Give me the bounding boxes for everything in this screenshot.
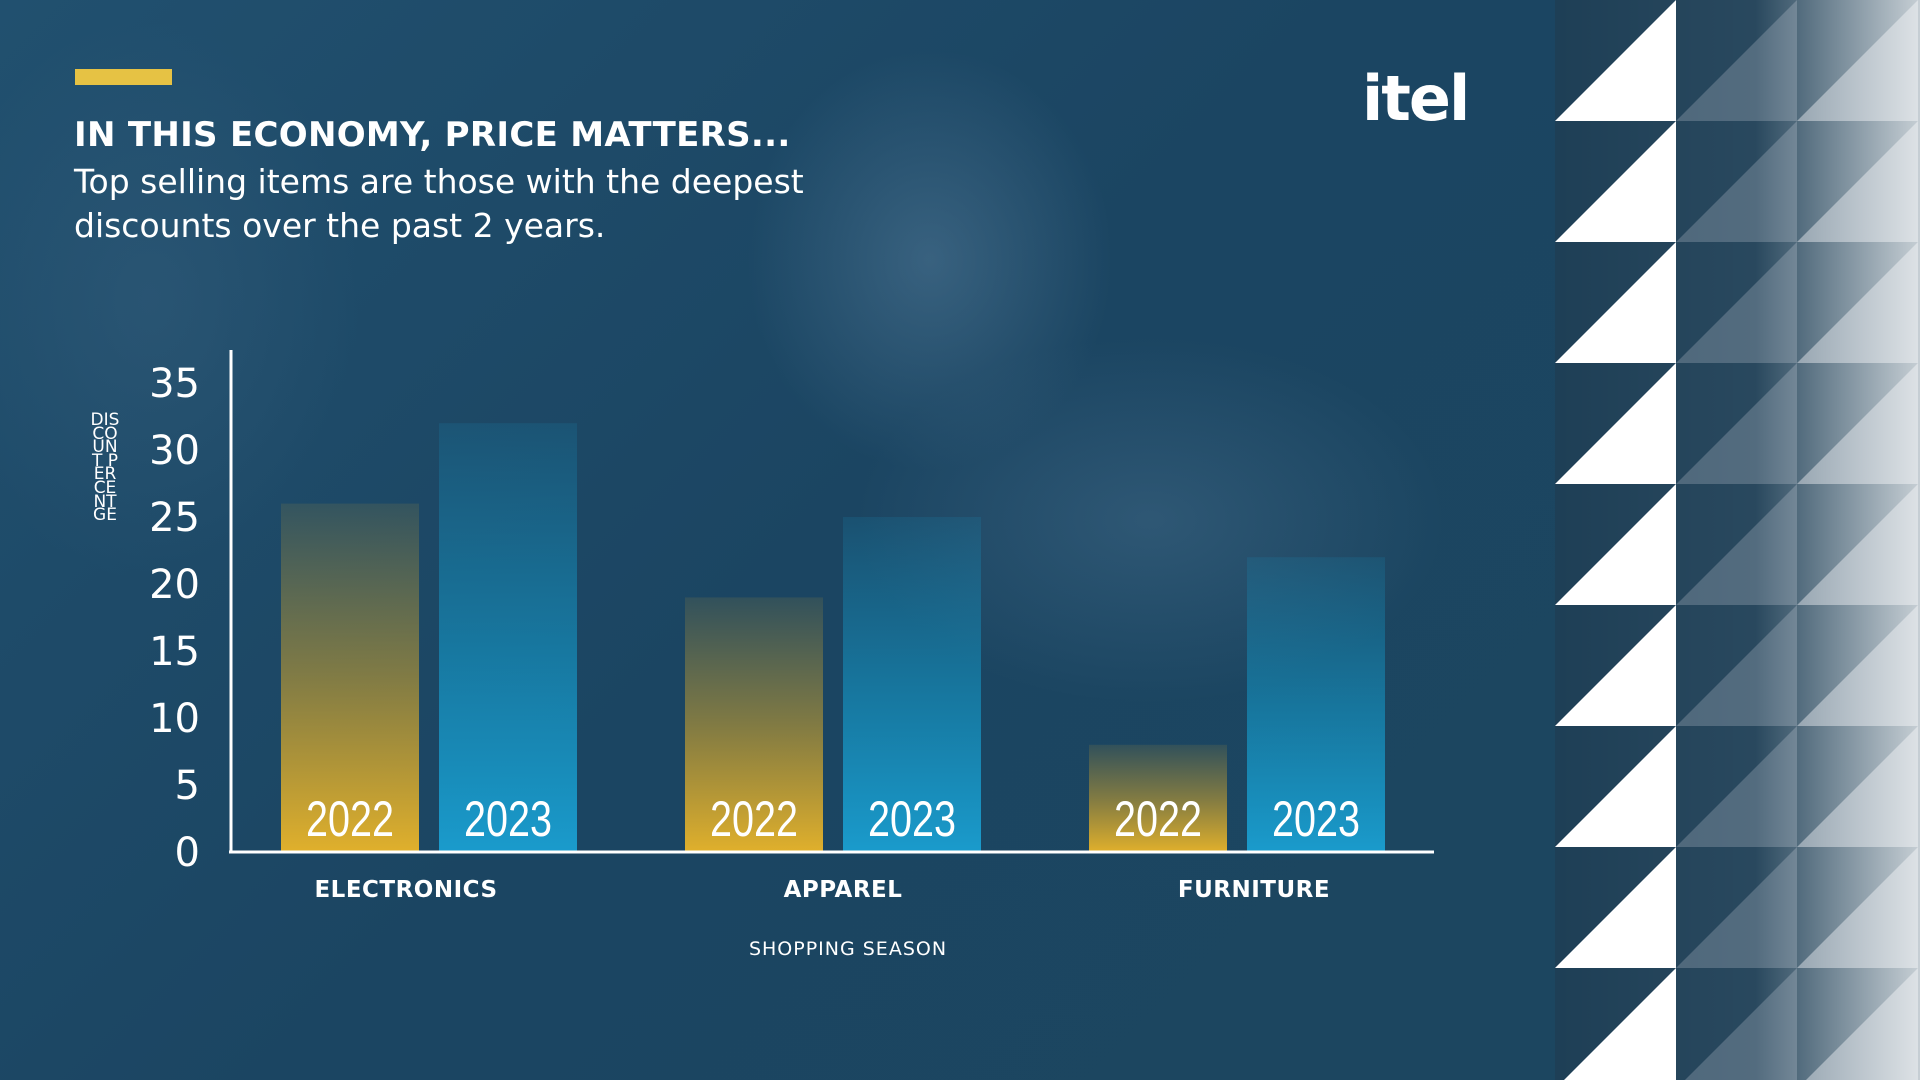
bar-electronics-2022 [281, 503, 419, 852]
bar-series-label: 2023 [868, 791, 956, 847]
bar-series-label: 2022 [710, 791, 798, 847]
triangle-pattern [1555, 0, 1920, 1080]
y-tick-label: 30 [149, 428, 200, 474]
bar-series-label: 2023 [1272, 791, 1360, 847]
bar-series-label: 2022 [1114, 791, 1202, 847]
accent-bar [75, 69, 172, 85]
x-category-label: ELECTRONICS [314, 877, 497, 903]
bar-furniture-2022 [1089, 744, 1227, 852]
y-tick-label: 20 [149, 562, 200, 608]
y-axis-title: DISCOUNT PERCENTGE [90, 410, 120, 526]
page-title: IN THIS ECONOMY, PRICE MATTERS... [74, 115, 791, 155]
bar-furniture-2023 [1247, 557, 1385, 852]
y-tick-label: 10 [149, 696, 200, 742]
itel-logo: itel [1362, 62, 1470, 135]
x-axis-title: SHOPPING SEASON [749, 938, 947, 960]
y-tick-label: 5 [175, 763, 200, 809]
bar-series-label: 2022 [306, 791, 394, 847]
bar-series-label: 2023 [464, 791, 552, 847]
x-category-label: FURNITURE [1178, 877, 1330, 903]
y-tick-label: 15 [149, 629, 200, 675]
bar-apparel-2023 [843, 517, 981, 852]
y-tick-label: 0 [175, 830, 200, 876]
y-tick-label: 35 [149, 361, 200, 407]
page-subtitle: Top selling items are those with the dee… [74, 162, 804, 245]
x-category-label: APPAREL [784, 877, 903, 903]
bar-electronics-2023 [439, 423, 577, 852]
y-tick-label: 25 [149, 495, 200, 541]
bar-apparel-2022 [685, 597, 823, 852]
